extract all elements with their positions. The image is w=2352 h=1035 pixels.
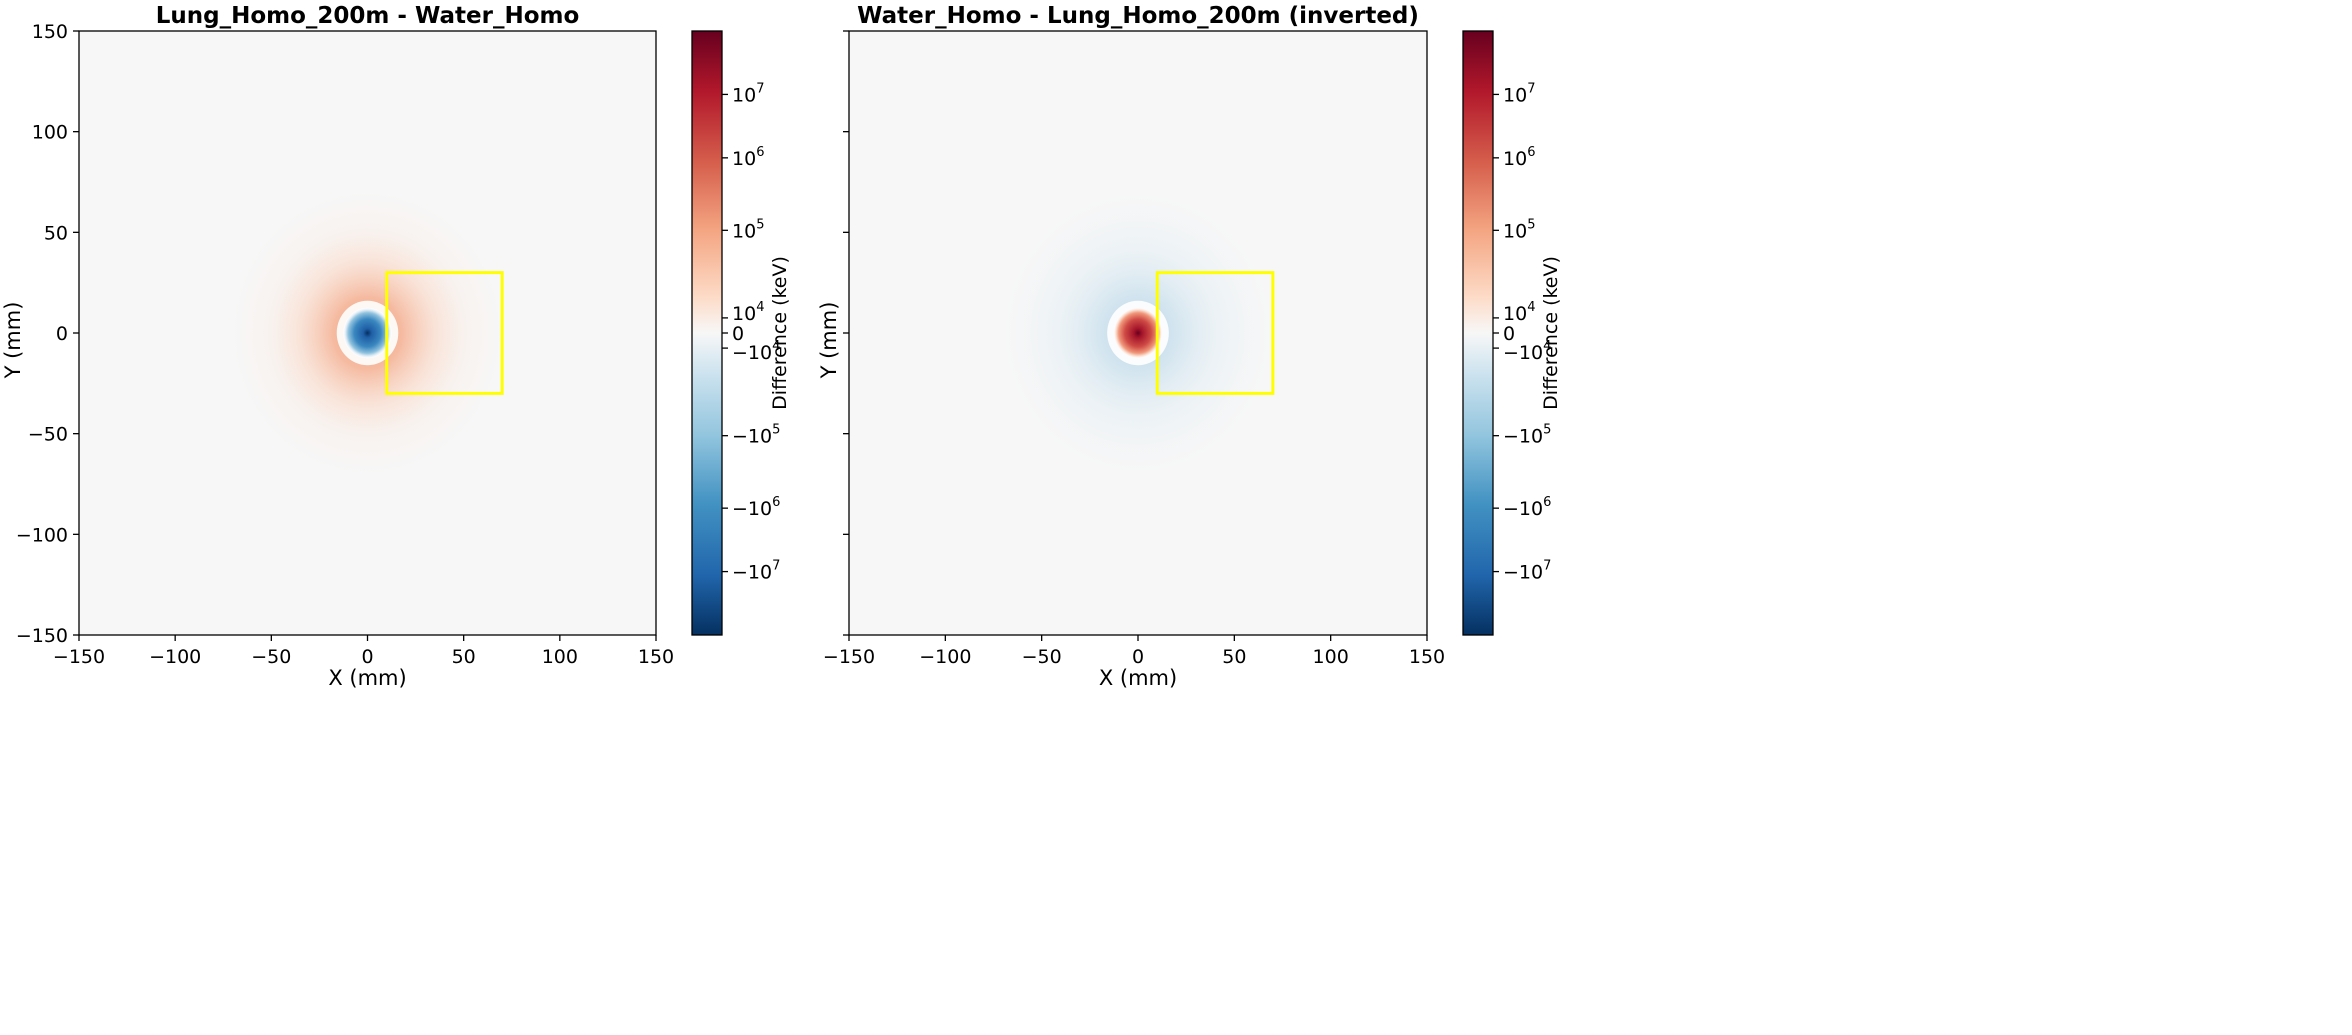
- panel-2: −150 −100 −50 0 50 100 150 Water_Homo - Lung_Ho…: [817, 3, 1562, 690]
- colorbar-tick-label: 107: [732, 81, 764, 106]
- colorbar-tick-label: −104: [732, 339, 780, 364]
- colorbar-tick-label: −107: [732, 559, 780, 584]
- heatmap: [849, 31, 1427, 635]
- x-tick-label: 100: [1313, 646, 1349, 668]
- x-tick-label: 150: [1409, 646, 1445, 668]
- colorbar-tick-label: 0: [1503, 323, 1515, 345]
- colorbar-tick-label: 0: [732, 323, 744, 345]
- x-tick-label: 150: [638, 646, 674, 668]
- x-tick-label: −100: [149, 646, 201, 668]
- y-tick-label: 150: [32, 21, 68, 43]
- colorbar-tick-label: −104: [1503, 339, 1551, 364]
- y-axis-label: Y (mm): [817, 302, 841, 380]
- colorbar-label: Difference (keV): [769, 256, 791, 410]
- colorbar-tick-label: −106: [732, 495, 780, 520]
- x-axis-label: X (mm): [1099, 666, 1177, 690]
- colorbar-tick-label: 105: [1503, 217, 1535, 242]
- y-axis-label: Y (mm): [1, 302, 25, 380]
- colorbar-gradient: [1463, 31, 1493, 635]
- colorbar-gradient: [692, 31, 722, 635]
- x-tick-label: −100: [919, 646, 971, 668]
- colorbar-tick-label: 105: [732, 217, 764, 242]
- y-tick-label: 50: [44, 222, 68, 244]
- y-tick-label: −150: [16, 625, 68, 647]
- x-axis-label: X (mm): [328, 666, 406, 690]
- x-tick-label: 50: [1222, 646, 1246, 668]
- colorbar-tick-label: 106: [732, 145, 764, 170]
- colorbar-tick-label: −107: [1503, 559, 1551, 584]
- x-tick-label: −150: [53, 646, 105, 668]
- panel-1: −150 −100 −50 0 50 100 150 −150 −100 −50 0 50 100 150…: [1, 3, 791, 690]
- colorbar-tick-label: −106: [1503, 495, 1551, 520]
- x-tick-label: −50: [1022, 646, 1062, 668]
- x-tick-label: 100: [542, 646, 578, 668]
- x-tick-label: 0: [361, 646, 373, 668]
- y-tick-label: 0: [56, 323, 68, 345]
- x-tick-label: −50: [251, 646, 291, 668]
- chart-title: Water_Homo - Lung_Homo_200m (inverted): [857, 3, 1419, 29]
- x-tick-label: 50: [452, 646, 476, 668]
- colorbar-tick-label: 107: [1503, 81, 1535, 106]
- roi-box: [1155, 271, 1275, 395]
- heatmap: [79, 31, 656, 635]
- heatmap-core: [343, 307, 392, 359]
- colorbar-tick-label: −105: [732, 423, 780, 448]
- x-tick-label: 0: [1132, 646, 1144, 668]
- chart-title: Lung_Homo_200m - Water_Homo: [156, 3, 580, 29]
- x-tick-label: −150: [823, 646, 875, 668]
- roi-box: [385, 271, 504, 395]
- y-tick-label: −50: [28, 424, 68, 446]
- y-tick-label: 100: [32, 122, 68, 144]
- colorbar-tick-label: 104: [1503, 300, 1535, 325]
- colorbar-label: Difference (keV): [1540, 256, 1562, 410]
- colorbar-tick-label: 104: [732, 300, 764, 325]
- y-tick-label: −100: [16, 524, 68, 546]
- colorbar-tick-label: 106: [1503, 145, 1535, 170]
- heatmap-core: [1113, 307, 1163, 359]
- colorbar-tick-label: −105: [1503, 423, 1551, 448]
